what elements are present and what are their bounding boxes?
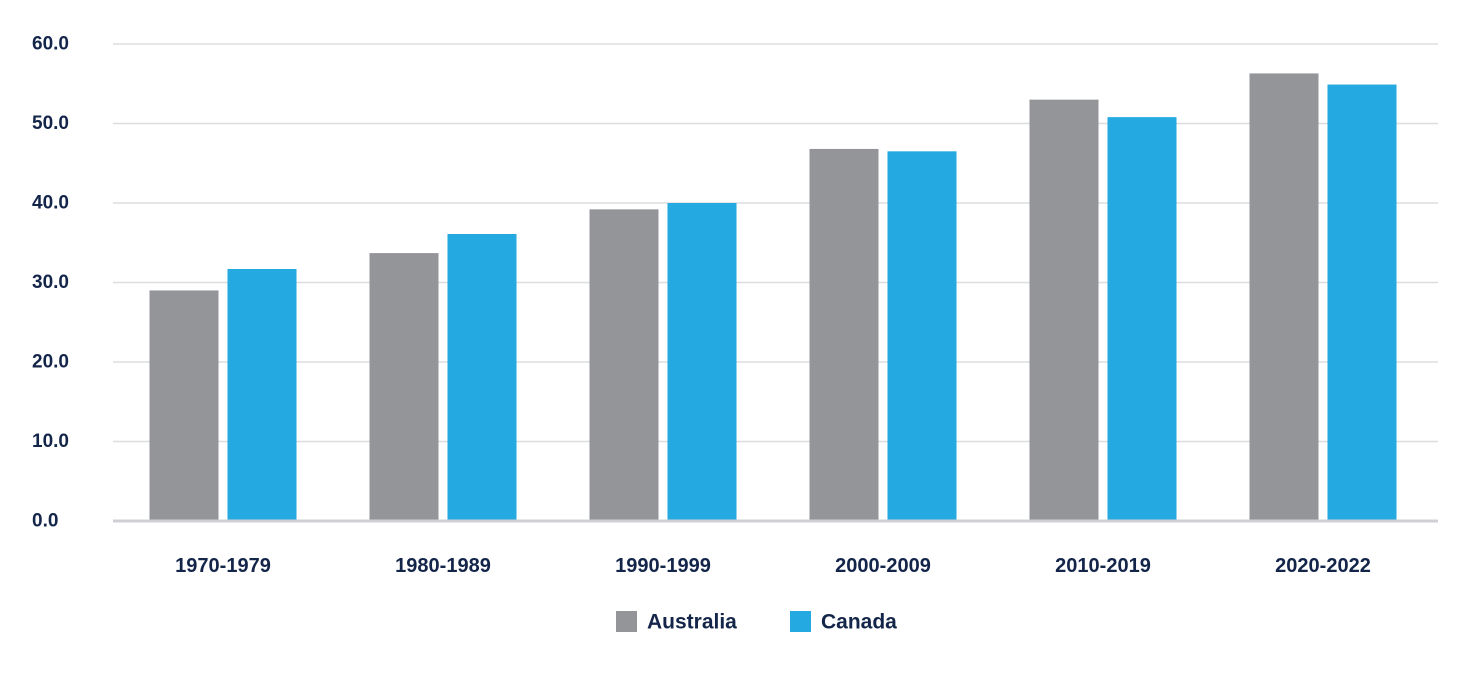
bar-canada-1990-1999 [667,203,737,521]
bar-canada-2010-2019 [1107,117,1177,521]
legend: Australia Canada [616,611,897,634]
y-tick-label: 20.0 [32,352,69,373]
y-tick-label: 50.0 [32,113,69,134]
gridlines [113,43,1438,443]
x-tick-label: 1980-1989 [395,555,491,577]
bar-canada-1970-1979 [227,268,297,521]
y-tick-label: 60.0 [32,34,69,55]
x-tick-label: 1970-1979 [175,555,271,577]
x-tick-label: 1990-1999 [615,555,711,577]
x-tick-label: 2020-2022 [1275,555,1371,577]
y-tick-label: 0.0 [32,511,58,532]
bar-australia-1990-1999 [589,209,659,522]
bar-australia-1980-1989 [369,253,439,521]
bar-canada-2020-2022 [1327,84,1397,522]
y-tick-label: 30.0 [32,272,69,293]
legend-label-australia: Australia [647,611,737,634]
x-axis-ticks: 1970-1979 1980-1989 1990-1999 2000-2009 2010… [175,555,1371,577]
x-tick-label: 2010-2019 [1055,555,1151,577]
bar-canada-1980-1989 [447,234,517,521]
legend-label-canada: Canada [821,611,897,634]
y-axis-ticks: 0.0 10.0 20.0 30.0 40.0 50.0 60.0 [32,34,69,532]
bar-australia-2020-2022 [1249,73,1319,521]
bar-australia-1970-1979 [149,290,219,521]
legend-swatch-australia [616,611,637,632]
bar-canada-2000-2009 [887,151,957,521]
bars [149,73,1397,522]
bar-australia-2010-2019 [1029,99,1099,522]
y-tick-label: 10.0 [32,431,69,452]
x-tick-label: 2000-2009 [835,555,931,577]
y-tick-label: 40.0 [32,193,69,214]
legend-swatch-canada [790,611,811,632]
bar-australia-2000-2009 [809,148,879,521]
